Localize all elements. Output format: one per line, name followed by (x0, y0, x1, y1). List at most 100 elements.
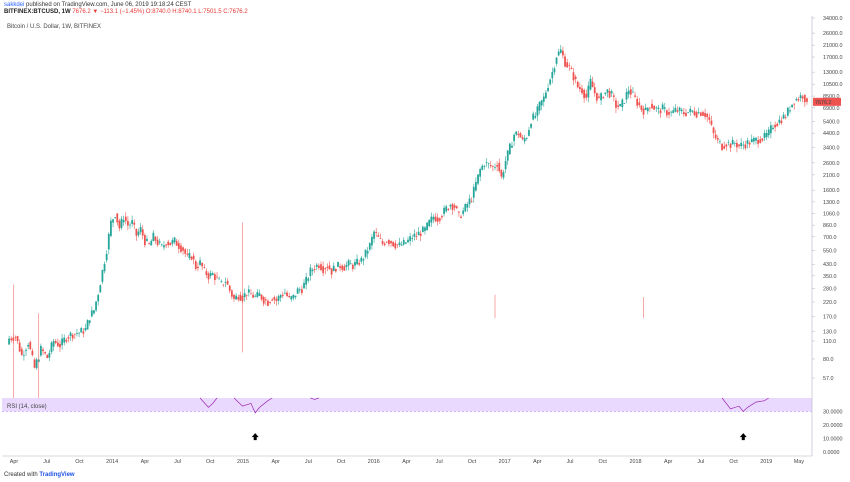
candle-body (360, 257, 363, 262)
candle-body (203, 267, 206, 268)
candle-body (570, 67, 573, 70)
candle-body (52, 341, 55, 347)
price-tick-label: 6900.0 (823, 106, 840, 112)
candle-body (697, 112, 700, 114)
rsi-tick-label: 30.0000 (823, 410, 843, 416)
price-tick-label: 10500.0 (823, 82, 843, 88)
candle-body (44, 352, 47, 354)
candle-body (71, 334, 74, 339)
candle-body (122, 220, 125, 223)
candle-body (449, 205, 452, 207)
candle-body (131, 220, 134, 224)
candle-body (685, 112, 687, 116)
candle-body (256, 292, 259, 298)
time-tick-label: Jul (436, 459, 443, 465)
username[interactable]: sakkdei (4, 2, 25, 8)
candle-body (141, 229, 144, 236)
candle-body (731, 139, 734, 145)
time-tick-label: 2019 (760, 459, 772, 465)
candle-body (748, 142, 751, 145)
candle-body (143, 235, 146, 246)
candle-body (498, 162, 501, 172)
candle-body (211, 273, 214, 276)
candle-body (511, 145, 513, 148)
candle-body (714, 134, 717, 139)
candle-body (606, 89, 609, 93)
candle-body (63, 337, 66, 343)
candle-body (649, 107, 651, 109)
candle-body (591, 81, 594, 88)
candle-body (727, 142, 730, 143)
candle-body (689, 108, 692, 113)
candle-body (103, 263, 106, 272)
publish-line: sakkdei published on TradingView.com, Ju… (4, 2, 191, 9)
candle-body (458, 211, 460, 213)
candle-body (150, 240, 153, 246)
candle-body (14, 336, 17, 338)
price-tick-label: 860.0 (823, 223, 837, 229)
rsi-band-group (2, 398, 812, 412)
candle-body (126, 220, 129, 226)
candle-body (354, 261, 356, 266)
candle-body (803, 94, 806, 103)
candle-body (477, 174, 479, 184)
candle-body (776, 123, 779, 127)
candle-body (525, 138, 528, 139)
candle-body (175, 240, 178, 246)
candle-body (772, 127, 774, 130)
price-tick-label: 1060.0 (823, 211, 840, 217)
candle-body (428, 219, 431, 227)
time-tick-label: May (794, 459, 804, 465)
rsi-tick-label: 10.0000 (823, 437, 843, 443)
time-tick-label: Jul (567, 459, 574, 465)
price-tick-label: 2600.0 (823, 161, 840, 167)
candle-body (708, 117, 711, 120)
candle-body (194, 261, 197, 269)
candle-body (789, 110, 791, 112)
time-tick-label: Apr (533, 459, 542, 465)
candle-body (107, 233, 110, 250)
candle-body (547, 87, 549, 92)
price-tick-label: 26000.0 (823, 31, 843, 37)
candle-body (441, 216, 443, 218)
candle-body (286, 292, 288, 297)
candle-body (564, 56, 566, 67)
candle-body (218, 278, 221, 280)
candle-body (521, 137, 524, 140)
candle-body (388, 240, 390, 245)
candle-body (362, 259, 365, 261)
price-tick-label: 2100.0 (823, 173, 840, 179)
candle-body (475, 181, 477, 191)
candle-body (120, 218, 123, 228)
candle-body (617, 105, 619, 107)
candle-body (317, 265, 320, 269)
candle-body (424, 227, 426, 232)
candle-body (385, 241, 388, 243)
candle-body (600, 93, 603, 101)
candle-body (706, 113, 709, 118)
candle-body (782, 114, 785, 119)
candle-body (324, 268, 327, 270)
tradingview-logo[interactable]: TradingView (39, 472, 75, 478)
candle-body (239, 294, 242, 301)
candle-body (216, 276, 218, 278)
candle-body (793, 103, 796, 105)
candle-body (400, 244, 403, 246)
candle-body (188, 252, 191, 259)
candle-body (765, 132, 768, 138)
candle-body (31, 350, 34, 356)
candle-body (602, 97, 605, 99)
candle-body (668, 112, 670, 115)
candle-body (39, 345, 42, 356)
candle-body (307, 278, 310, 281)
candle-body (462, 210, 465, 214)
candle-body (101, 270, 104, 282)
candle-body (303, 282, 305, 289)
candle-body (394, 243, 397, 249)
candle-body (699, 112, 702, 116)
symbol-label: BITFINEX:BTCUSD, 1W (4, 9, 71, 15)
candle-body (513, 134, 516, 142)
candle-body (687, 112, 690, 113)
candle-body (740, 142, 743, 147)
